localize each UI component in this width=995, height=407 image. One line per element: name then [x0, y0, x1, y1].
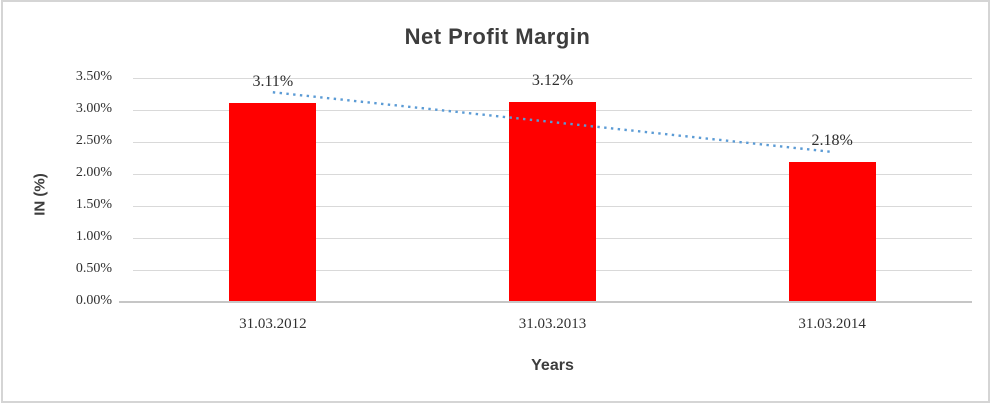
- x-axis-title: Years: [531, 357, 574, 374]
- chart-title: Net Profit Margin: [404, 24, 591, 49]
- x-tick-label: 31.03.2014: [798, 316, 866, 332]
- gridline: [133, 77, 972, 79]
- bar: [509, 101, 596, 301]
- y-tick-label: 0.00%: [75, 293, 112, 308]
- x-axis-line: [119, 301, 972, 303]
- y-tick-label: 3.00%: [75, 100, 112, 116]
- y-tick-label: 2.50%: [75, 132, 112, 148]
- bar: [788, 162, 876, 301]
- bar-data-label: 3.12%: [531, 71, 574, 89]
- bar: [229, 102, 317, 301]
- x-tick-label: 31.03.2013: [518, 316, 587, 332]
- y-tick-label: 1.50%: [75, 196, 112, 212]
- y-tick-label: 1.00%: [75, 228, 112, 244]
- bar-data-label: 3.11%: [252, 72, 294, 90]
- y-tick-label: 2.00%: [75, 164, 112, 180]
- y-tick-label: 3.50%: [75, 68, 112, 84]
- bar-data-label: 2.18%: [811, 132, 853, 150]
- y-tick-label: 0.50%: [75, 260, 112, 276]
- x-tick-label: 31.03.2012: [239, 316, 307, 332]
